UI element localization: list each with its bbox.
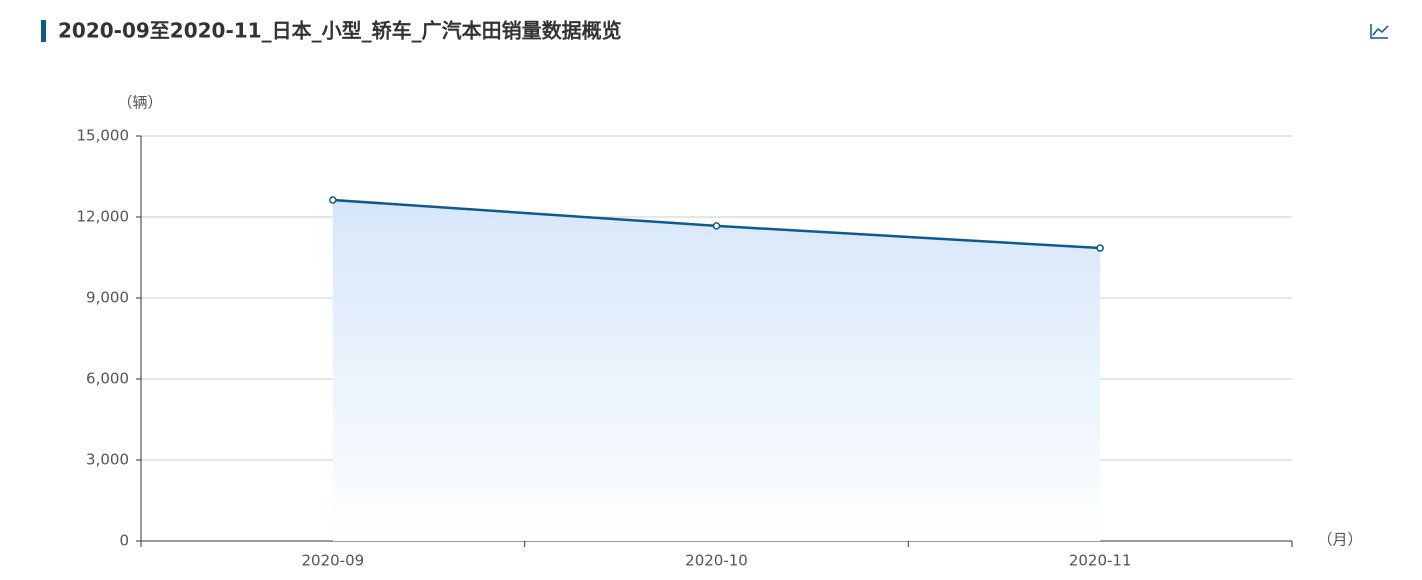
area [332, 199, 1101, 542]
y-tick-label: 6,000 [86, 370, 129, 388]
x-unit: （月） [1317, 531, 1362, 549]
y-tick-label: 3,000 [86, 451, 129, 469]
line-chart-icon[interactable] [1370, 24, 1389, 39]
y-tick-label: 12,000 [77, 208, 130, 226]
point [329, 196, 337, 204]
y-tick-label: 15,000 [77, 127, 130, 145]
x-tick-label: 2020-10 [685, 552, 748, 570]
x-tick-label: 2020-09 [301, 552, 364, 570]
y-tick-label: 9,000 [86, 289, 129, 307]
point [712, 222, 721, 230]
chart-title: 2020-09至2020-11_日本_小型_轿车_广汽本田销量数据概览 [58, 19, 622, 43]
y-unit: （辆） [117, 94, 162, 112]
y-tick-label: 0 [119, 532, 129, 550]
title-bar [41, 20, 46, 42]
x-tick-label: 2020-11 [1069, 552, 1132, 570]
point [1096, 244, 1104, 252]
